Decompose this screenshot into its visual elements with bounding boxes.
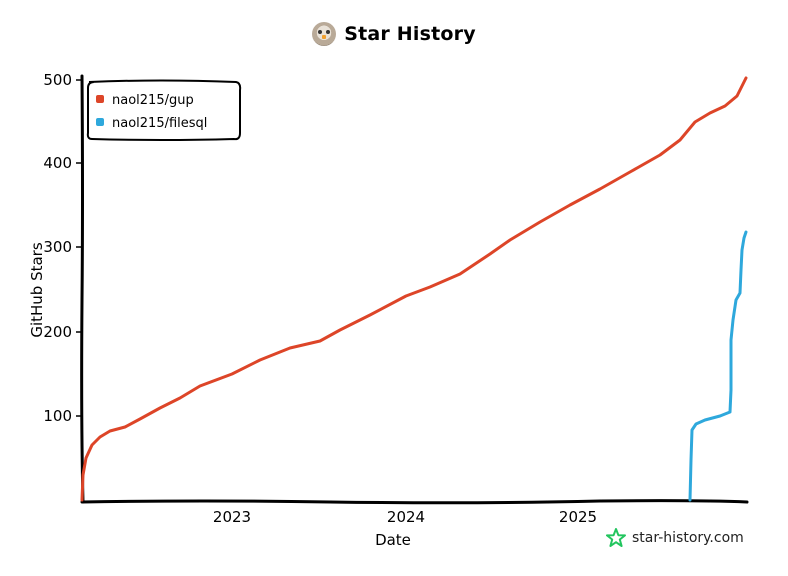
- y-tick-label: 500: [43, 71, 72, 89]
- chart-header: Star History: [0, 22, 788, 46]
- y-tick-label: 300: [43, 238, 72, 256]
- legend-swatch-filesql: [96, 118, 104, 126]
- legend-item-gup[interactable]: naol215/gup: [96, 93, 194, 108]
- y-axis-label: GitHub Stars: [28, 242, 46, 338]
- y-tick-label: 400: [43, 154, 72, 172]
- watermark-label: star-history.com: [632, 530, 744, 546]
- y-tick-label: 100: [43, 407, 72, 425]
- legend: naol215/gup naol215/filesql: [86, 79, 242, 141]
- x-axis: [80, 499, 749, 505]
- series-line-gup: [80, 76, 748, 502]
- legend-swatch-gup: [96, 95, 104, 103]
- series-line-filesql: [688, 230, 748, 502]
- legend-label-filesql: naol215/filesql: [112, 116, 207, 131]
- legend-label-gup: naol215/gup: [112, 93, 194, 108]
- y-tick-label: 200: [43, 323, 72, 341]
- x-tick-label: 2025: [559, 508, 597, 526]
- y-axis-ticks: 100 200 300 400 500: [43, 71, 83, 425]
- x-tick-label: 2023: [213, 508, 251, 526]
- y-axis: [80, 74, 85, 504]
- owl-avatar-icon: [312, 22, 337, 46]
- star-outline-icon: [606, 528, 626, 547]
- legend-item-filesql[interactable]: naol215/filesql: [96, 116, 207, 131]
- x-axis-ticks: 2023 2024 2025: [213, 508, 597, 526]
- star-history-link[interactable]: star-history.com: [606, 528, 744, 548]
- x-tick-label: 2024: [387, 508, 425, 526]
- chart-title: Star History: [344, 23, 476, 45]
- x-axis-label: Date: [375, 531, 411, 549]
